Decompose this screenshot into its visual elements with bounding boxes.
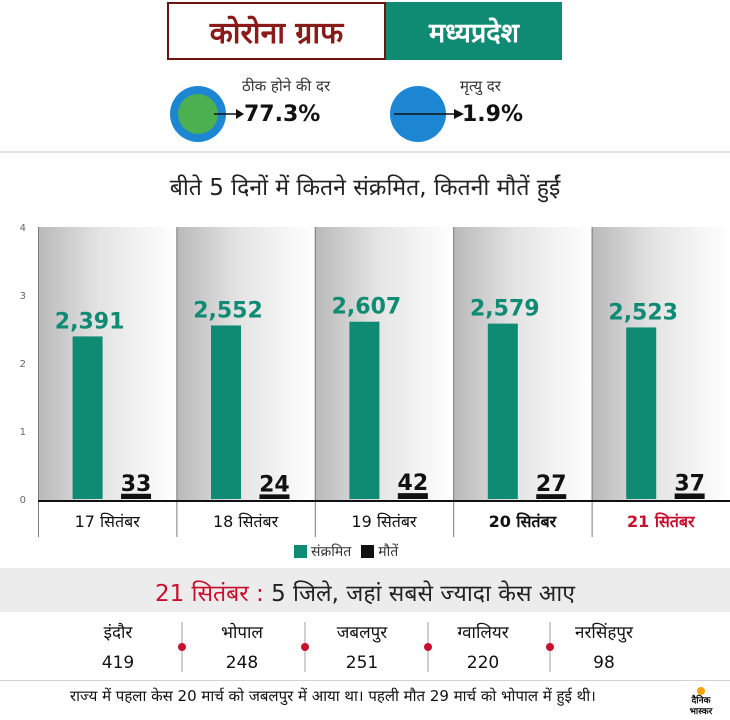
- top-divider: [0, 151, 730, 153]
- bar-deaths-label: 33: [121, 472, 152, 497]
- x-tick-label: 17 सितंबर: [75, 512, 141, 531]
- bar-chart: 0 1 2 3 4 2,391 33 2,552 24 2,607 42 2,579 27 2,523 3…: [20, 223, 730, 537]
- recovery-circle-icon: [170, 86, 226, 142]
- legend-swatch-infected: [294, 545, 307, 558]
- district-item: जबलपुर 251: [312, 620, 412, 673]
- bar-infected: [626, 327, 657, 499]
- district-value: 98: [593, 653, 615, 673]
- recovery-rate: ठीक होने की दर 77.3%: [168, 72, 368, 147]
- bar-infected-label: 2,391: [55, 309, 125, 334]
- district-value: 419: [101, 653, 135, 673]
- y-tick-label: 0: [20, 495, 26, 506]
- bar-deaths-label: 37: [674, 471, 705, 496]
- footer-note: राज्य में पहला केस 20 मार्च को जबलपुर मे…: [70, 687, 596, 705]
- recovery-arrow-icon: [214, 109, 244, 119]
- bar-infected: [211, 325, 241, 499]
- district-separator: [424, 622, 432, 672]
- chart-title: बीते 5 दिनों में कितने संक्रमित, कितनी म…: [169, 175, 561, 201]
- bar-infected: [72, 336, 103, 499]
- bar-deaths: [674, 493, 705, 499]
- y-tick-label: 3: [20, 291, 26, 302]
- districts-title-text: 5 जिले, जहां सबसे ज्यादा केस आए: [263, 581, 576, 607]
- district-name: ग्वालियर: [457, 623, 509, 643]
- district-name: इंदौर: [103, 623, 133, 643]
- y-tick-label: 4: [20, 223, 26, 234]
- header-state: मध्यप्रदेश: [386, 2, 562, 60]
- column-background: [453, 227, 592, 501]
- district-separator: [301, 622, 309, 672]
- bar-infected-label: 2,552: [193, 298, 263, 323]
- bar-deaths-label: 24: [259, 472, 290, 497]
- district-value: 220: [466, 653, 500, 673]
- column-background: [176, 227, 315, 501]
- x-tick-label: 20 सितंबर: [489, 512, 558, 531]
- header: कोरोना ग्राफ मध्यप्रदेश: [167, 2, 562, 60]
- districts-title: 21 सितंबर : 5 जिले, जहां सबसे ज्यादा केस…: [0, 576, 730, 608]
- x-tick-label: 21 सितंबर: [627, 512, 696, 531]
- y-tick-label: 1: [20, 427, 26, 438]
- footer-divider: [0, 680, 730, 681]
- logo-line2: भास्कर: [689, 707, 713, 717]
- chart-legend: संक्रमित मौतें: [294, 542, 398, 561]
- separator-dot: [301, 643, 309, 651]
- bar-infected: [349, 321, 380, 499]
- mortality-label: मृत्यु दर: [460, 77, 501, 95]
- logo-line1: दैनिक: [691, 696, 711, 706]
- separator-dot: [424, 643, 432, 651]
- districts-band: [0, 568, 730, 612]
- column-background: [591, 227, 730, 501]
- x-tick-label: 19 सितंबर: [351, 512, 417, 531]
- bar-deaths: [259, 494, 290, 499]
- x-tick-label: 18 सितंबर: [213, 512, 279, 531]
- bar-deaths-label: 42: [398, 471, 429, 496]
- y-tick-label: 2: [20, 359, 26, 370]
- publisher-logo: दैनिक भास्कर: [683, 687, 719, 717]
- districts-title-date: 21 सितंबर :: [154, 581, 264, 607]
- bar-infected-label: 2,523: [608, 300, 678, 325]
- bar-deaths: [536, 494, 567, 499]
- legend-swatch-deaths: [361, 545, 375, 558]
- separator-dot: [178, 643, 186, 651]
- legend-label-infected: संक्रमित: [311, 544, 352, 560]
- logo-sun-icon: [697, 687, 705, 695]
- district-item: भोपाल 248: [192, 620, 292, 673]
- recovery-label: ठीक होने की दर: [242, 77, 331, 95]
- column-background: [38, 227, 177, 501]
- district-item: नरसिंहपुर 98: [552, 620, 656, 673]
- bar-infected: [487, 323, 518, 499]
- district-value: 251: [345, 653, 379, 673]
- district-name: नरसिंहपुर: [575, 623, 633, 643]
- recovery-value: 77.3%: [244, 102, 321, 127]
- bar-deaths: [121, 493, 152, 499]
- mortality-arrow-icon: [394, 109, 464, 119]
- recovery-inner-dot: [178, 94, 218, 134]
- header-title: कोरोना ग्राफ: [167, 2, 386, 60]
- separator-dot: [546, 643, 554, 651]
- district-name: जबलपुर: [336, 623, 388, 643]
- mortality-value: 1.9%: [462, 102, 524, 127]
- district-value: 248: [225, 653, 259, 673]
- district-item: ग्वालियर 220: [433, 620, 533, 673]
- district-separator: [546, 622, 554, 672]
- district-item: इंदौर 419: [68, 620, 168, 673]
- column-background: [314, 227, 454, 501]
- mortality-rate: मृत्यु दर 1.9%: [388, 72, 548, 147]
- bar-infected-label: 2,607: [332, 295, 402, 320]
- district-separator: [178, 622, 186, 672]
- bar-infected-label: 2,579: [470, 297, 540, 322]
- legend-label-deaths: मौतें: [378, 544, 399, 560]
- district-name: भोपाल: [221, 623, 263, 643]
- bar-deaths: [397, 493, 428, 499]
- bar-deaths-label: 27: [536, 472, 567, 497]
